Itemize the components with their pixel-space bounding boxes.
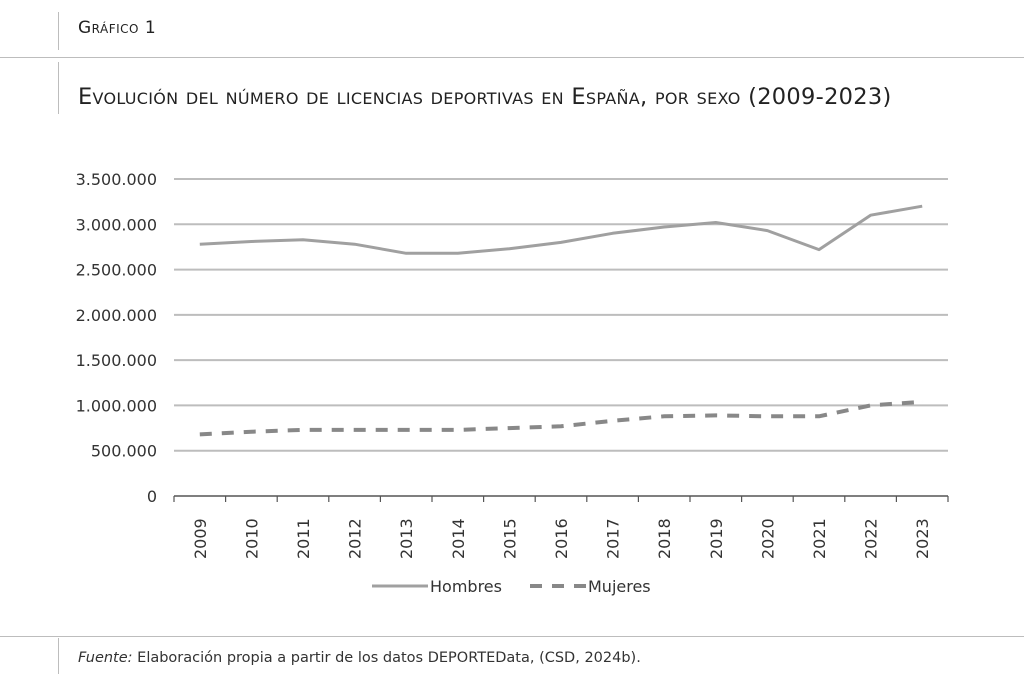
data-point [302, 238, 304, 240]
x-tick-label: 2021 [810, 518, 829, 559]
data-point [611, 420, 613, 422]
line-chart: 0 500.000 1.000.000 1.500.000 2.000.000 2.500… [76, 170, 949, 596]
data-point [869, 404, 871, 406]
y-axis-tick-labels: 0 500.000 1.000.000 1.500.000 2.000.000 2.500… [76, 170, 157, 506]
data-point [508, 427, 510, 429]
data-point [560, 425, 562, 427]
y-tick-label: 0 [147, 487, 157, 506]
data-point [302, 429, 304, 431]
x-tick-label: 2010 [242, 518, 261, 559]
data-point [766, 229, 768, 231]
header-divider [0, 57, 1024, 58]
data-point [715, 414, 717, 416]
y-tick-label: 3.000.000 [76, 215, 157, 234]
x-tick-label: 2012 [346, 518, 365, 559]
data-point [199, 433, 201, 435]
data-point [921, 401, 923, 403]
left-accent-rule-top [58, 12, 59, 50]
x-tick-label: 2018 [655, 518, 674, 559]
data-point [405, 252, 407, 254]
y-tick-label: 3.500.000 [76, 170, 157, 189]
x-axis [173, 495, 949, 502]
x-tick-label: 2011 [294, 518, 313, 559]
data-point [818, 248, 820, 250]
legend-label-hombres: Hombres [430, 577, 502, 596]
series-lines [199, 204, 923, 437]
chart-title: Evolución del número de licencias deport… [78, 84, 892, 110]
data-point [818, 415, 820, 417]
data-point [250, 430, 252, 432]
x-tick-label: 2019 [707, 518, 726, 559]
footer-divider [0, 636, 1024, 637]
data-point [663, 226, 665, 228]
data-point [353, 243, 355, 245]
x-tick-label: 2014 [449, 518, 468, 559]
data-point [457, 429, 459, 431]
data-point [921, 205, 923, 207]
left-accent-rule-footer [58, 638, 59, 674]
data-point [199, 243, 201, 245]
series-line-mujeres [199, 399, 923, 437]
y-tick-label: 1.000.000 [76, 396, 157, 415]
x-axis-tick-labels: 2009 2010 2011 2012 2013 2014 2015 2016 2017 2018… [191, 518, 932, 559]
x-tick-label: 2022 [862, 518, 881, 559]
y-tick-label: 500.000 [91, 442, 157, 461]
x-tick-label: 2017 [604, 518, 623, 559]
data-point [508, 248, 510, 250]
x-tick-label: 2013 [397, 518, 416, 559]
y-tick-label: 2.000.000 [76, 306, 157, 325]
x-tick-label: 2023 [913, 518, 932, 559]
source-text: Elaboración propia a partir de los datos… [132, 650, 641, 666]
data-point [560, 241, 562, 243]
legend-label-mujeres: Mujeres [588, 577, 651, 596]
data-point [715, 221, 717, 223]
data-point [869, 214, 871, 216]
x-tick-label: 2016 [552, 518, 571, 559]
x-tick-label: 2009 [191, 518, 210, 559]
x-tick-label: 2020 [758, 518, 777, 559]
data-point [611, 232, 613, 234]
source-note: Fuente: Elaboración propia a partir de l… [78, 650, 641, 666]
legend: Hombres Mujeres [372, 577, 651, 596]
data-point [457, 252, 459, 254]
data-point [405, 429, 407, 431]
y-tick-label: 1.500.000 [76, 351, 157, 370]
gridlines [174, 178, 948, 452]
left-accent-rule-title [58, 62, 59, 114]
data-point [766, 415, 768, 417]
x-tick-label: 2015 [500, 518, 519, 559]
y-tick-label: 2.500.000 [76, 261, 157, 280]
data-point [663, 415, 665, 417]
series-line-hombres [199, 204, 923, 255]
figure-label: Gráfico 1 [78, 18, 157, 38]
data-point [353, 429, 355, 431]
source-lead: Fuente: [78, 650, 133, 666]
data-point [250, 240, 252, 242]
